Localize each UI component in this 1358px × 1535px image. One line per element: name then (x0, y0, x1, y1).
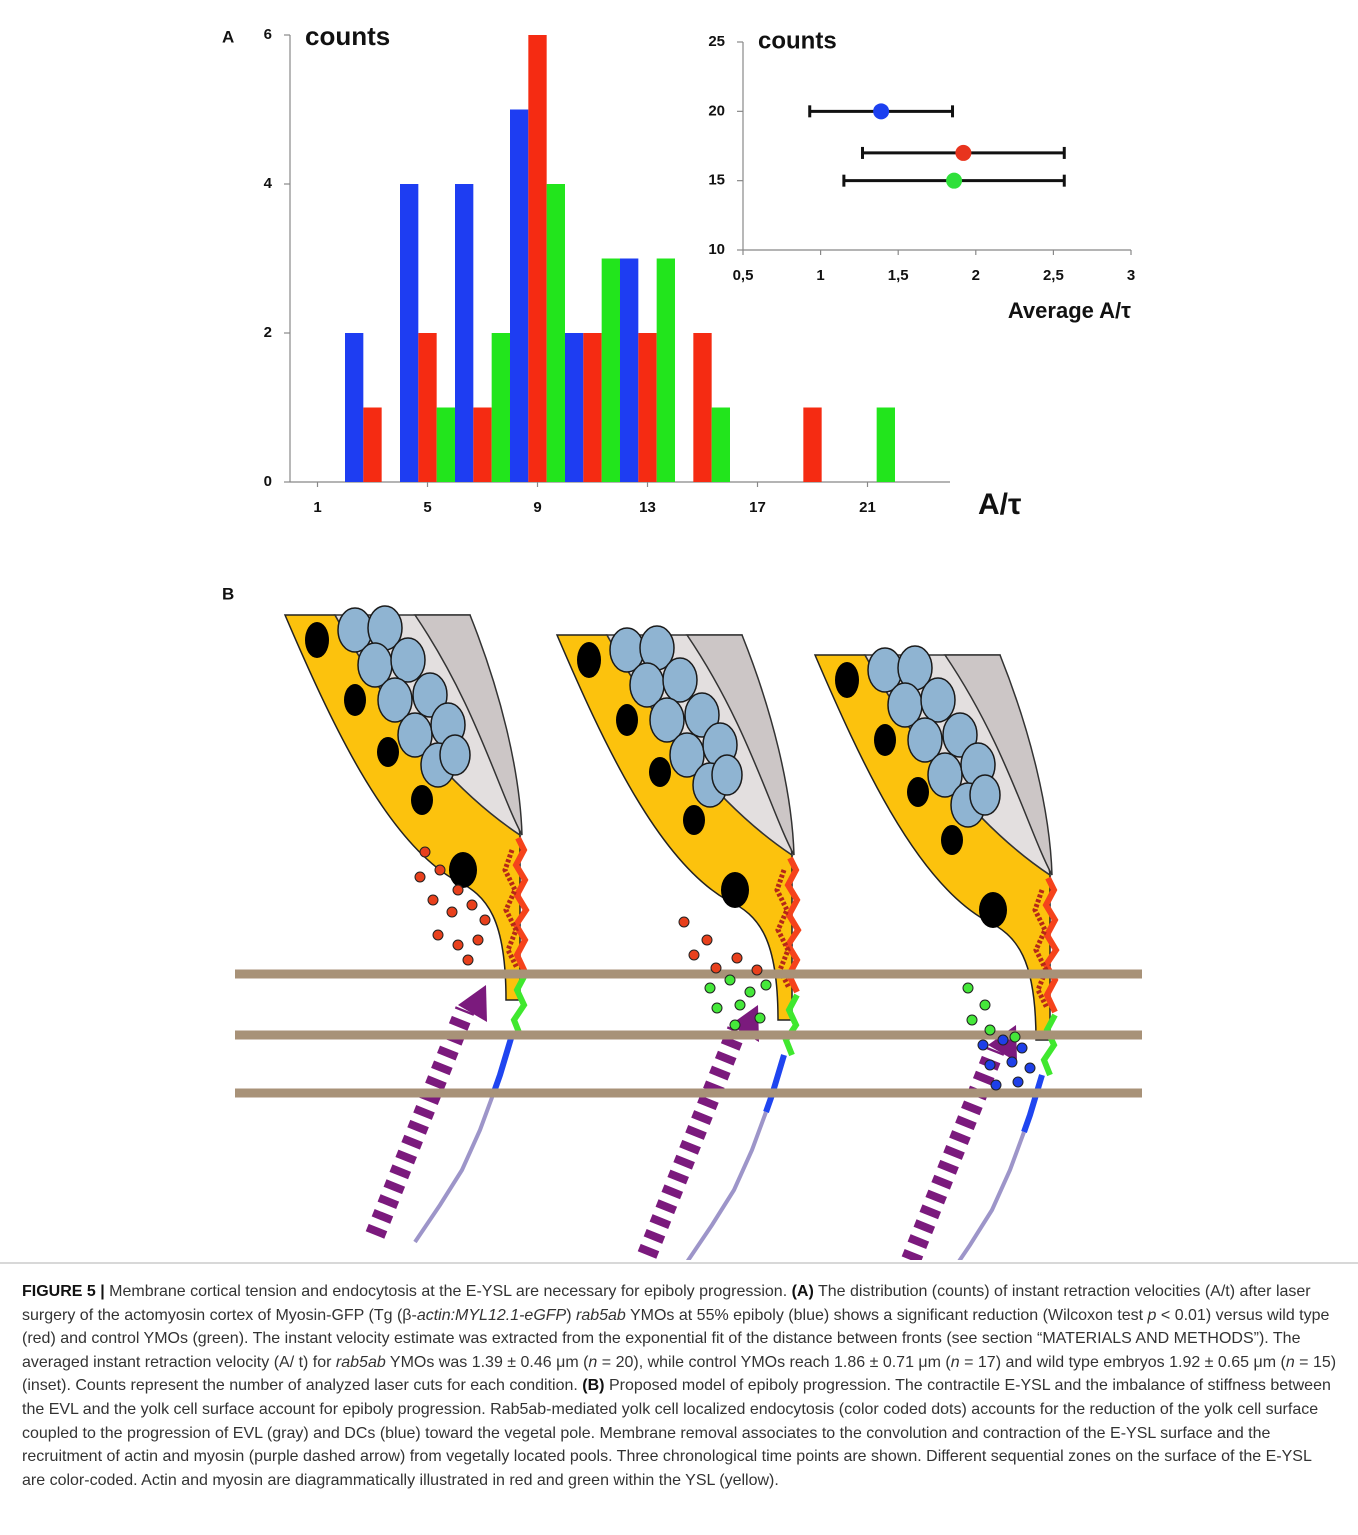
y-axis-label: counts (758, 27, 837, 54)
y-tick-label: 0 (264, 473, 272, 490)
bar (602, 259, 620, 483)
bar (657, 259, 675, 483)
point (873, 103, 889, 119)
x-tick-label: 17 (749, 499, 766, 516)
y-tick-label: 4 (264, 175, 273, 192)
caption-text: (A) (792, 1283, 814, 1300)
bar (363, 408, 381, 483)
caption-text: (B) (582, 1377, 604, 1394)
y-tick-label: 6 (264, 26, 272, 43)
bar (583, 333, 601, 482)
figure-page: A B (0, 0, 1358, 1535)
x-axis-label: A/τ (978, 488, 1021, 521)
bar (638, 333, 656, 482)
caption: FIGURE 5 | Membrane cortical tension and… (22, 1280, 1338, 1492)
caption-text: n (951, 1354, 960, 1371)
cell-diagram (557, 626, 798, 1260)
point (955, 145, 971, 161)
page: Figure 5 {"chart_data": [ {"type": "hist… (0, 0, 1358, 1535)
zone-lines (235, 974, 1142, 1093)
caption-text: rab5ab (576, 1307, 626, 1324)
bar (400, 184, 418, 482)
panel-label: B (222, 584, 234, 603)
caption-text: n (588, 1354, 597, 1371)
bar (345, 333, 363, 482)
cell-diagram (285, 606, 526, 1242)
caption-text: rab5ab (336, 1354, 386, 1371)
x-tick-label: 13 (639, 499, 656, 516)
x-tick-label: 21 (859, 499, 876, 516)
point (946, 173, 962, 189)
bar (693, 333, 711, 482)
x-axis-label: Average A/τ (1008, 298, 1131, 323)
y-tick-label: 10 (708, 241, 725, 258)
bar (547, 184, 565, 482)
y-tick-label: 2 (264, 324, 272, 341)
caption-text: = 17) and wild type embryos 1.92 ± 0.65 … (960, 1354, 1286, 1371)
x-tick-label: 0,5 (733, 267, 754, 284)
bar (455, 184, 473, 482)
x-tick-label: 5 (423, 499, 431, 516)
x-tick-label: 1 (816, 267, 824, 284)
x-tick-label: 9 (533, 499, 541, 516)
bar (712, 408, 730, 483)
bar (877, 408, 895, 483)
bar (437, 408, 455, 483)
panel-label: A (222, 27, 234, 46)
cell-diagram (815, 646, 1056, 1260)
bar (803, 408, 821, 483)
caption-text: = 20), while control YMOs reach 1.86 ± 0… (597, 1354, 950, 1371)
caption-text: YMOs was 1.39 ± 0.46 μm ( (386, 1354, 589, 1371)
caption-text: Membrane cortical tension and endocytosi… (105, 1283, 792, 1300)
x-tick-label: 1,5 (888, 267, 909, 284)
caption-text: actin:MYL12.1-eGFP (417, 1307, 566, 1324)
bar (565, 333, 583, 482)
bar (492, 333, 510, 482)
y-tick-label: 25 (708, 33, 725, 50)
y-axis-label: counts (305, 21, 390, 51)
x-tick-label: 3 (1127, 267, 1135, 284)
bar (473, 408, 491, 483)
y-tick-label: 20 (708, 102, 725, 119)
x-tick-label: 2,5 (1043, 267, 1064, 284)
y-tick-label: 15 (708, 172, 725, 189)
bar (620, 259, 638, 483)
caption-text: YMOs at 55% epiboly (blue) shows a signi… (626, 1307, 1148, 1324)
caption-rule (0, 1262, 1358, 1264)
bar (510, 110, 528, 483)
caption-text: n (1286, 1354, 1295, 1371)
caption-text: ) (566, 1307, 576, 1324)
figure: A B (0, 0, 1358, 1260)
bar (528, 35, 546, 482)
x-tick-label: 2 (972, 267, 980, 284)
x-tick-label: 1 (313, 499, 321, 516)
caption-label: FIGURE 5 | (22, 1283, 105, 1300)
bar (418, 333, 436, 482)
